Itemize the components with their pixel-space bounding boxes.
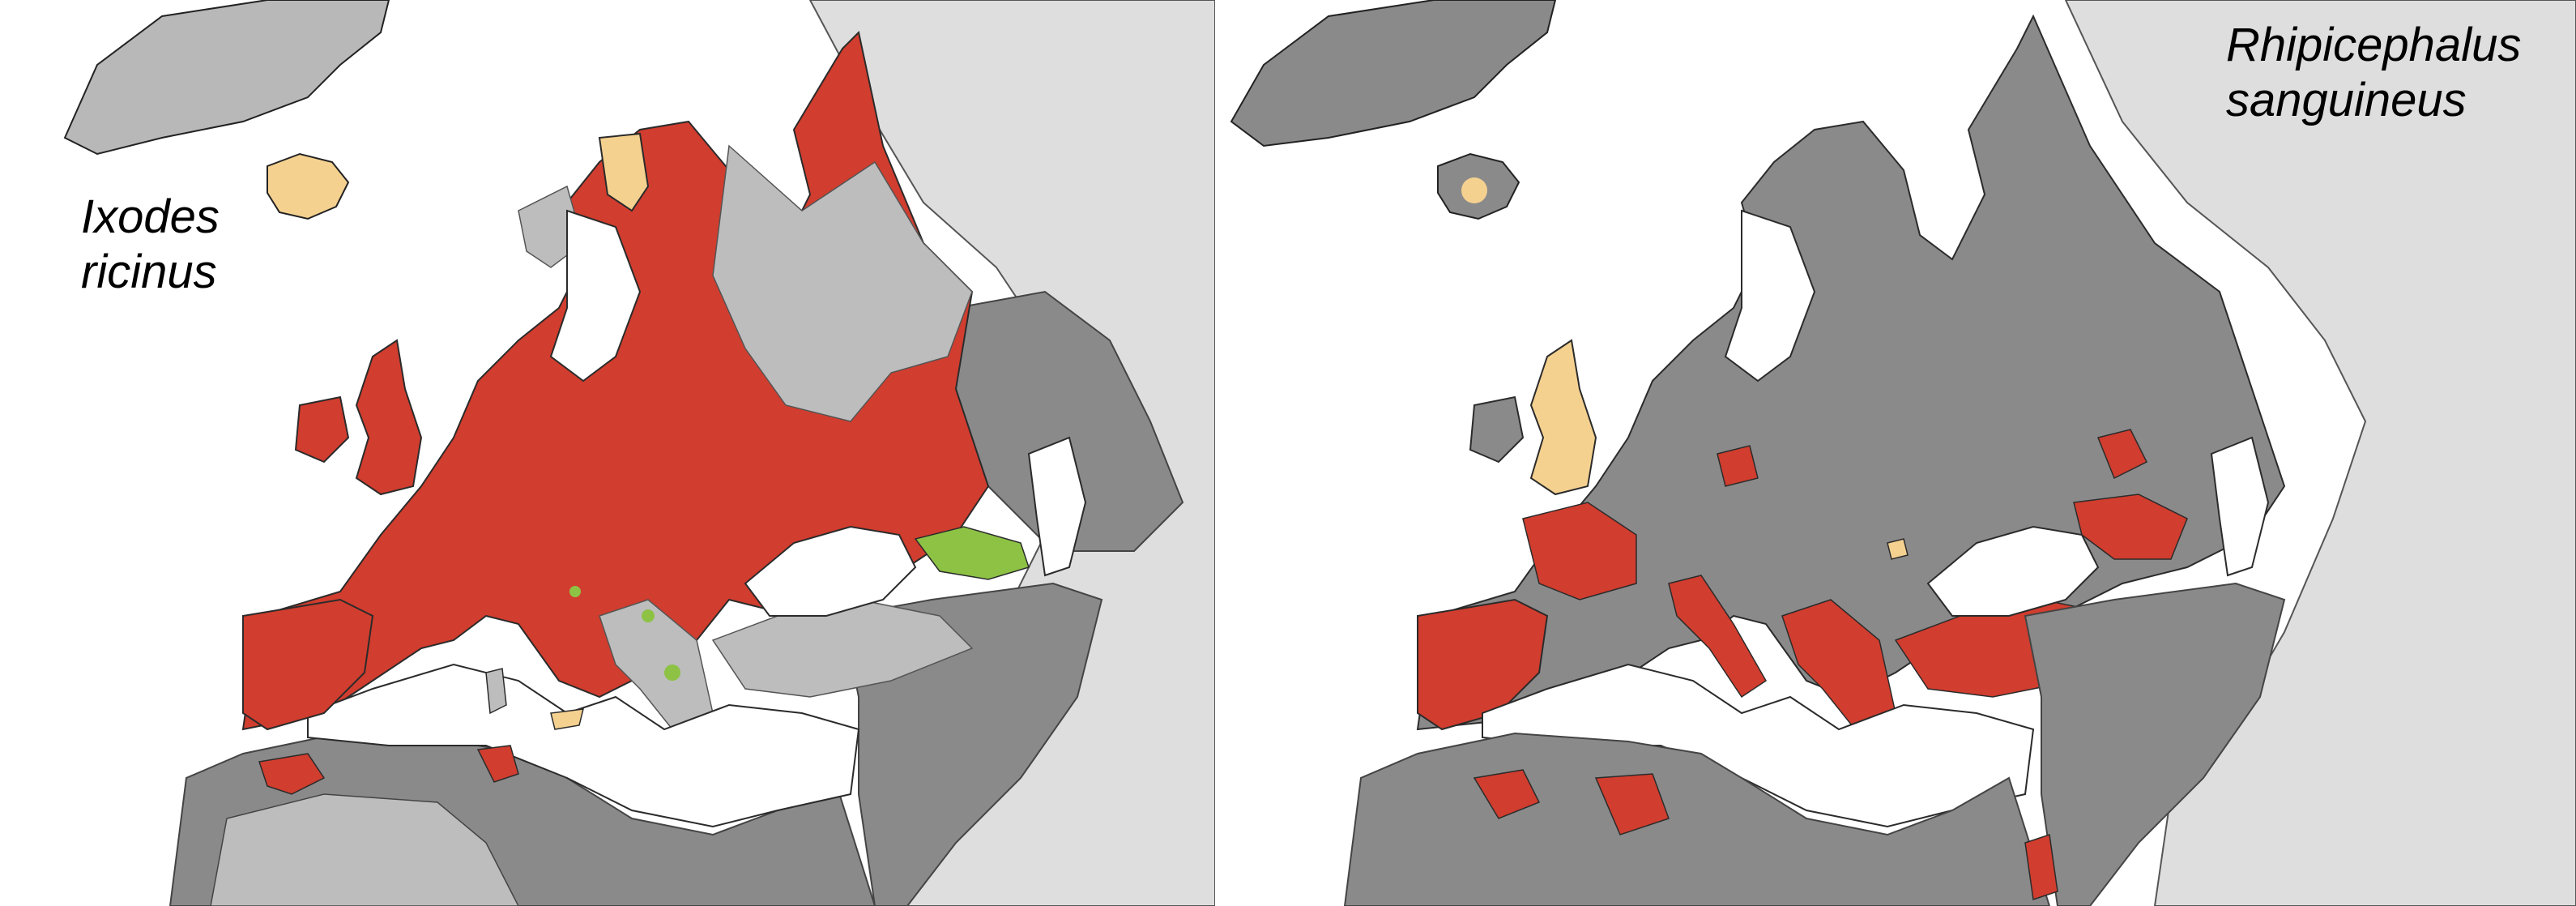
species-epithet: ricinus [81,246,217,298]
black-sea [744,525,917,617]
species-genus: Rhipicephalus [2226,19,2522,71]
ireland [1469,395,1525,464]
adriatic-introduced-spot [569,586,581,597]
mediterranean-sea [1482,663,2035,828]
middle-east [2024,582,2286,906]
caucasus-introduced [914,526,1030,580]
caspian-sea [2210,436,2270,577]
iberia [242,598,374,731]
romania-absent [1887,538,1909,560]
finland-north-island [598,132,650,212]
greenland [1230,0,1557,147]
italy-present [1668,575,1767,699]
distribution-map [1215,0,2576,906]
mediterranean-sea [307,663,860,828]
caspian-sea [1027,436,1087,577]
iberia-present [1417,598,1549,731]
eastern-land-outside-area [2064,0,2576,906]
sicily [550,708,584,730]
greenland [63,0,390,156]
great-britain [1529,339,1597,496]
hungary-present [1717,445,1759,487]
north-africa-absent [210,793,519,906]
great-britain [355,339,423,496]
species-genus: Ixodes [81,190,220,243]
sardinia [485,668,507,715]
ireland [294,395,350,464]
distribution-map [0,0,1215,906]
iceland-absent-spot [1461,177,1487,203]
balkan-introduced-spot [642,609,655,622]
balkan-introduced-spot [664,665,680,681]
eastern-land-outside-area [808,0,1215,906]
species-label: Rhipicephalus sanguineus [2226,18,2521,128]
france-south-present [1522,502,1637,600]
black-sea [1926,525,2100,617]
map-panel-rhipicephalus-sanguineus: Rhipicephalus sanguineus [1215,0,2576,906]
map-panel-ixodes-ricinus: Ixodes ricinus [0,0,1215,906]
species-epithet: sanguineus [2226,74,2467,126]
baltic-sea [1724,209,1816,382]
eastern-europe-absent [712,144,973,422]
levant-present [2024,834,2058,900]
iceland [267,152,350,220]
north-africa-present [1473,769,1541,819]
libya-present [1594,773,1670,835]
north-africa-present [258,753,326,795]
species-label: Ixodes ricinus [81,190,220,300]
russia-south-present [2096,429,2148,480]
tunisia-present [476,745,519,783]
baltic-sea [549,209,642,382]
